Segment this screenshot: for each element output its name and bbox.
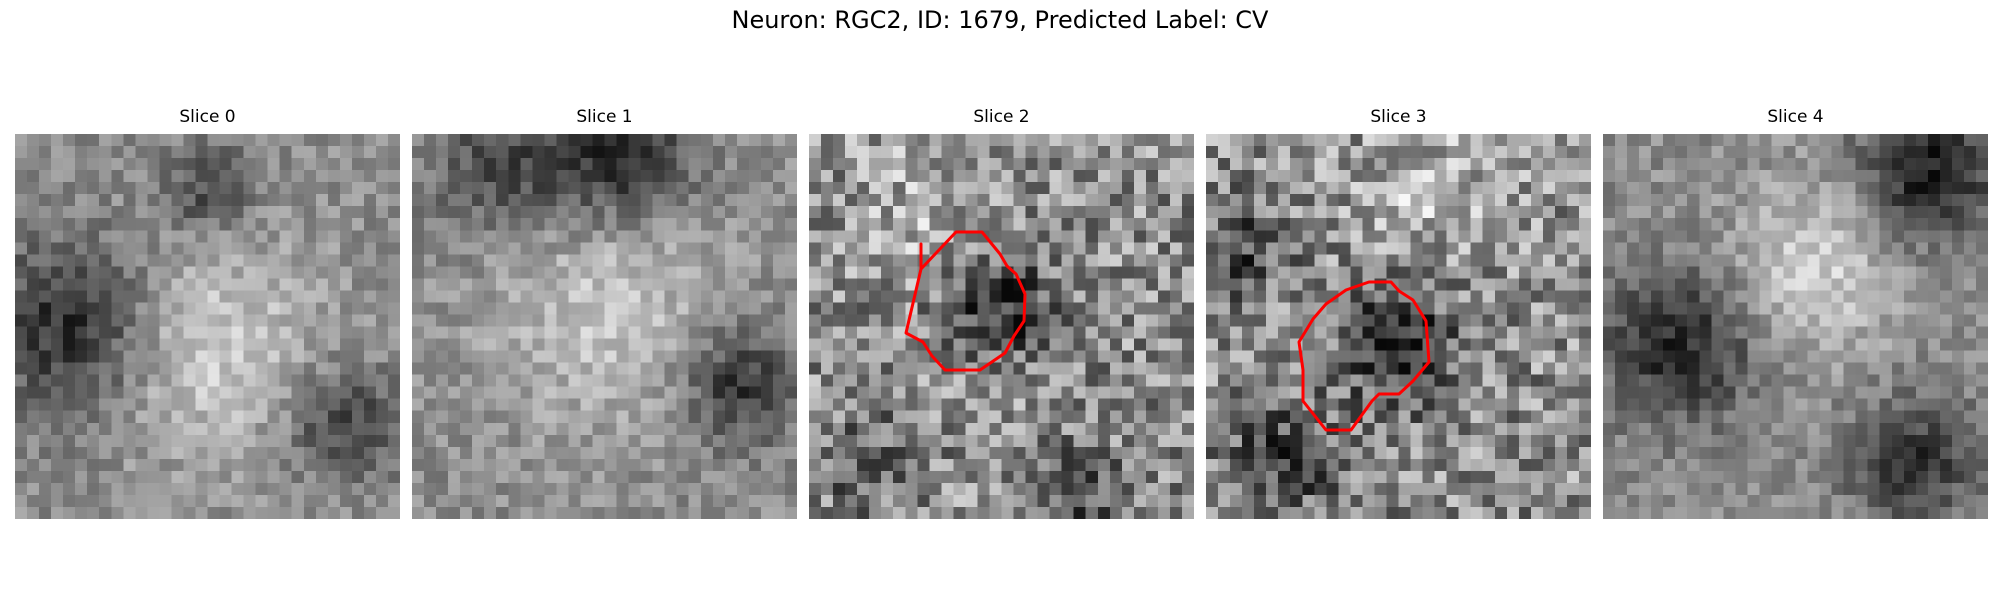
slice-panel-4: Slice 4	[1603, 107, 1988, 519]
slice-panel-1: Slice 1	[412, 107, 797, 519]
roi-contour-2	[904, 230, 1027, 372]
slice-image-0	[15, 134, 400, 519]
slice-panel-3: Slice 3	[1206, 107, 1591, 519]
slice-title-4: Slice 4	[1767, 107, 1824, 127]
slice-image-1	[412, 134, 797, 519]
slice-title-3: Slice 3	[1370, 107, 1427, 127]
slice-panel-2: Slice 2	[809, 107, 1194, 519]
roi-contour-outline-2	[904, 230, 1027, 372]
slice-image-3	[1206, 134, 1591, 519]
figure-title: Neuron: RGC2, ID: 1679, Predicted Label:…	[731, 6, 1269, 34]
slice-image-4	[1603, 134, 1988, 519]
slice-title-2: Slice 2	[973, 107, 1030, 127]
slice-panel-0: Slice 0	[15, 107, 400, 519]
slice-image-2	[809, 134, 1194, 519]
roi-contour-outline-3	[1297, 280, 1431, 432]
slice-title-0: Slice 0	[179, 107, 236, 127]
roi-contour-3	[1297, 280, 1431, 432]
slice-title-1: Slice 1	[576, 107, 633, 127]
